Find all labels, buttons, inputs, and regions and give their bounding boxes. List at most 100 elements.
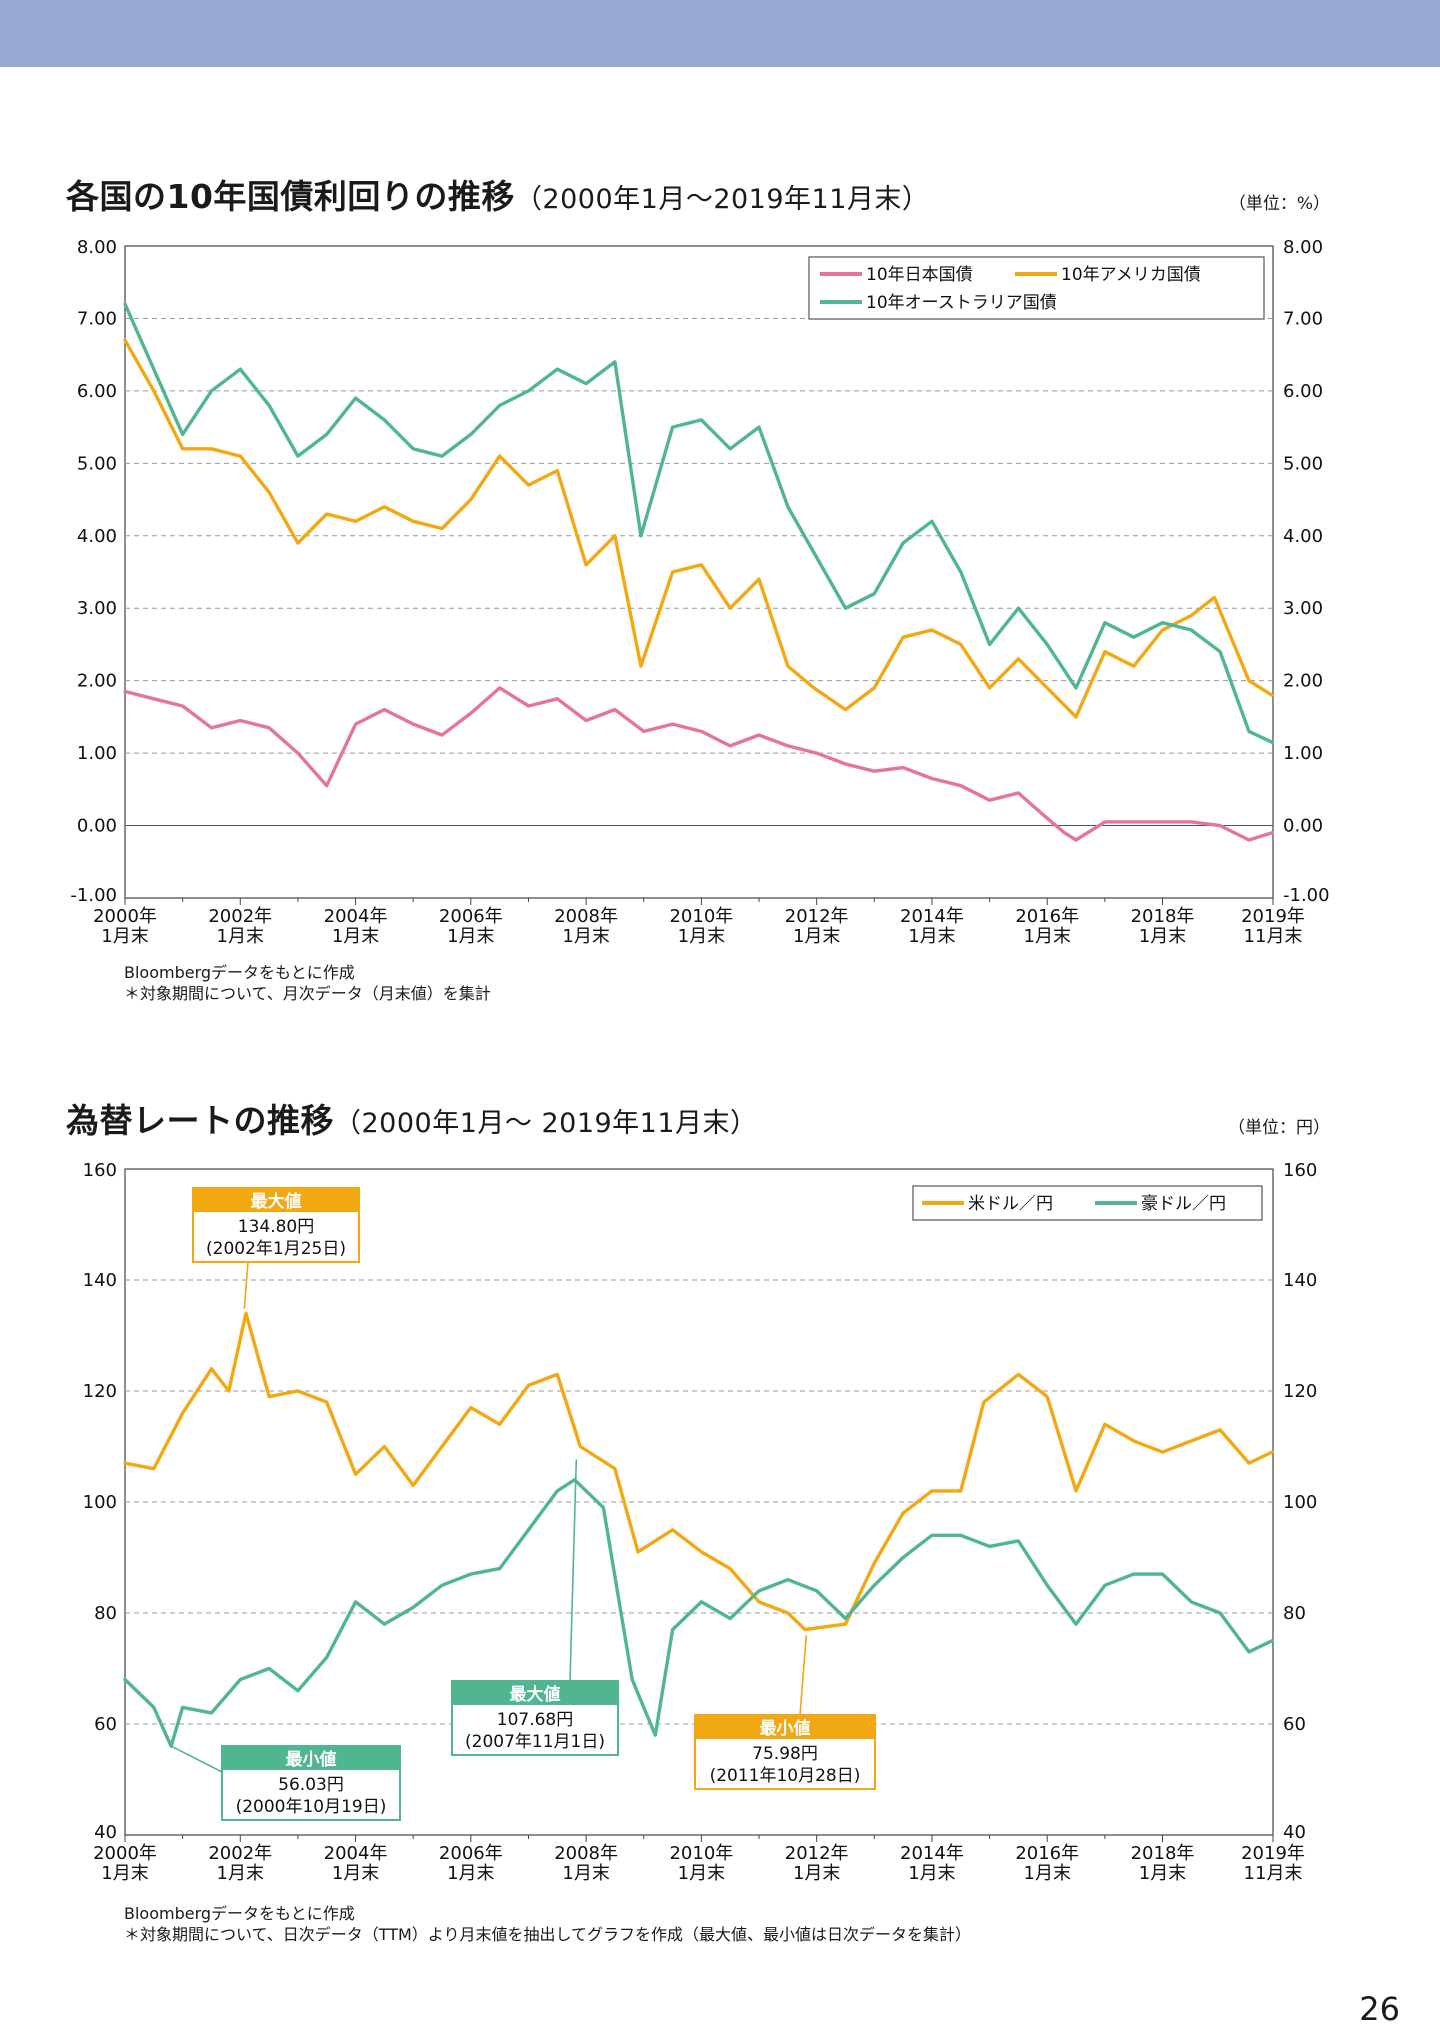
chart1-yield-chart: 8.00 8.00 7.00 7.00 6.00 6.00 5.00 5.00 4.00 4.00… (70, 237, 1329, 947)
chart1-source-note: Bloombergデータをもとに作成 (124, 963, 355, 982)
x-tick-label-year: 2010年 (669, 906, 733, 927)
y-tick-label-right: 120 (1283, 1381, 1317, 1402)
y-tick-label-right: 7.00 (1283, 308, 1323, 329)
chart1-period-note: ＊対象期間について、月次データ（月末値）を集計 (124, 984, 491, 1003)
annotation-label: 最小値 (760, 1718, 811, 1739)
y-tick-label-left: 3.00 (77, 598, 117, 619)
y-tick-label-left: 6.00 (77, 381, 117, 402)
y-tick-label-left: 0.00 (77, 816, 117, 837)
x-tick-label-month: 1月末 (332, 926, 379, 947)
x-tick-label-month: 1月末 (332, 1863, 379, 1884)
x-tick-label-month: 1月末 (908, 926, 955, 947)
x-tick-label-year: 2018年 (1131, 906, 1195, 927)
x-tick-label-year: 2014年 (900, 1843, 964, 1864)
legend-box (912, 1185, 1263, 1221)
series-line-1 (123, 1478, 1274, 1748)
y-tick-label-left: 40 (94, 1822, 117, 1843)
y-tick-label-left: 100 (83, 1492, 117, 1513)
annotation-value: 56.03円 (278, 1775, 344, 1795)
x-tick-label-month: 1月末 (217, 1863, 264, 1884)
y-tick-label-left: 1.00 (77, 743, 117, 764)
annotation-date: (2007年11月1日) (465, 1732, 605, 1752)
y-tick-label-right: 8.00 (1283, 237, 1323, 258)
annotation-value: 75.98円 (752, 1744, 818, 1764)
x-tick-label-year: 2010年 (669, 1843, 733, 1864)
legend: 米ドル／円 豪ドル／円 (912, 1185, 1263, 1221)
x-tick-label-month: 1月末 (793, 926, 840, 947)
y-tick-label-left: 80 (94, 1603, 117, 1624)
series-line-1 (123, 338, 1274, 719)
y-tick-label-right: 160 (1283, 1160, 1317, 1181)
x-tick-label-year: 2008年 (554, 1843, 618, 1864)
x-tick-label-month: 1月末 (217, 926, 264, 947)
x-tick-label-month: 1月末 (1139, 926, 1186, 947)
legend-label: 10年アメリカ国債 (1061, 265, 1201, 285)
chart2-period-note: ＊対象期間について、日次データ（TTM）より月末値を抽出してグラフを作成（最大値… (124, 1925, 971, 1944)
x-tick-label-month: 11月末 (1244, 1863, 1303, 1884)
x-tick-label-month: 1月末 (447, 1863, 494, 1884)
x-tick-label-month: 1月末 (447, 926, 494, 947)
y-tick-label-left: -1.00 (70, 885, 117, 906)
annotation-header (452, 1681, 618, 1705)
annotation-label: 最大値 (510, 1684, 561, 1705)
y-tick-label-left: 140 (83, 1270, 117, 1291)
y-tick-label-right: 80 (1283, 1603, 1306, 1624)
annotation-header (695, 1715, 875, 1739)
annotation-min: 最小値 75.98円(2011年10月28日) (694, 1635, 876, 1790)
x-tick-label-year: 2019年 (1241, 1843, 1305, 1864)
x-tick-label-month: 1月末 (101, 1863, 148, 1884)
chart1-notes: Bloombergデータをもとに作成 ＊対象期間について、月次データ（月末値）を… (124, 962, 491, 1004)
x-tick-label-month: 1月末 (1024, 1863, 1071, 1884)
y-tick-label-right: 5.00 (1283, 453, 1323, 474)
x-tick-label-month: 1月末 (101, 926, 148, 947)
y-tick-label-right: 2.00 (1283, 671, 1323, 692)
y-tick-label-right: 3.00 (1283, 598, 1323, 619)
annotation-max: 最大値 134.80円(2002年1月25日) (192, 1187, 360, 1309)
y-tick-label-left: 2.00 (77, 671, 117, 692)
x-tick-label-year: 2004年 (324, 1843, 388, 1864)
annotation-max: 最大値 107.68円(2007年11月1日) (451, 1459, 619, 1756)
y-tick-label-left: 5.00 (77, 453, 117, 474)
plot-frame (124, 245, 1274, 899)
y-tick-label-left: 4.00 (77, 526, 117, 547)
annotation-header (222, 1746, 400, 1770)
x-tick-label-year: 2006年 (439, 1843, 503, 1864)
x-tick-label-year: 2008年 (554, 906, 618, 927)
annotation-leader (799, 1635, 808, 1716)
legend-label: 10年オーストラリア国債 (866, 293, 1057, 313)
x-tick-label-year: 2000年 (93, 906, 157, 927)
x-tick-label-month: 11月末 (1244, 926, 1303, 947)
x-tick-label-year: 2012年 (785, 1843, 849, 1864)
legend-label: 米ドル／円 (968, 1194, 1053, 1214)
series-line-0 (123, 1311, 1274, 1632)
chart1-unit: （単位：%） (1228, 194, 1330, 214)
x-tick-label-month: 1月末 (1024, 926, 1071, 947)
y-tick-label-left: 160 (83, 1160, 117, 1181)
x-tick-label-year: 2016年 (1015, 1843, 1079, 1864)
annotation-date: (2000年10月19日) (236, 1797, 387, 1817)
x-tick-label-year: 2002年 (208, 906, 272, 927)
chart2-source-note: Bloombergデータをもとに作成 (124, 1904, 355, 1923)
x-tick-label-year: 2018年 (1131, 1843, 1195, 1864)
annotation-header (193, 1188, 359, 1212)
x-tick-label-year: 2002年 (208, 1843, 272, 1864)
chart2-title: 為替レートの推移（2000年1月～ 2019年11月末） (66, 1101, 758, 1140)
y-tick-label-left: 8.00 (77, 237, 117, 258)
y-tick-label-right: 4.00 (1283, 526, 1323, 547)
x-tick-label-year: 2016年 (1015, 906, 1079, 927)
series-line-2 (123, 302, 1274, 744)
annotation-label: 最大値 (251, 1191, 302, 1212)
x-tick-label-year: 2012年 (785, 906, 849, 927)
annotation-leader (170, 1745, 223, 1773)
annotation-date: (2011年10月28日) (710, 1766, 861, 1786)
x-tick-label-month: 1月末 (562, 1863, 609, 1884)
y-tick-label-right: 6.00 (1283, 381, 1323, 402)
y-tick-label-right: 40 (1283, 1822, 1306, 1843)
annotation-leader (243, 1261, 249, 1309)
legend-label: 豪ドル／円 (1141, 1193, 1226, 1214)
x-tick-label-month: 1月末 (1139, 1863, 1186, 1884)
header-band (0, 0, 1440, 67)
chart1-title: 各国の10年国債利回りの推移（2000年1月～2019年11月末） (66, 177, 930, 216)
legend-label: 10年日本国債 (866, 265, 973, 285)
